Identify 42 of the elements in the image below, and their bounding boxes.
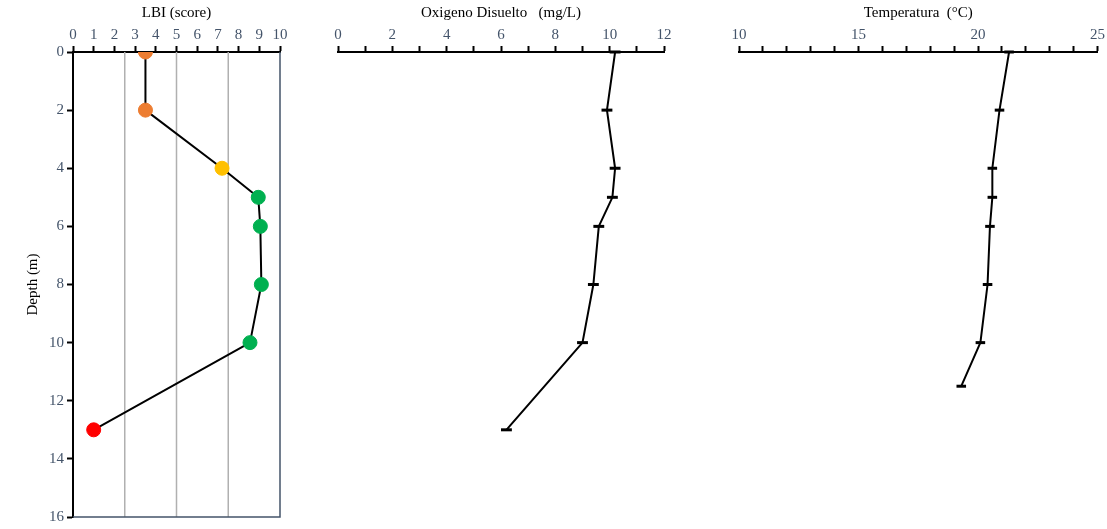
x-tick-label: 10 [602,25,618,42]
x-tick-label: 6 [497,25,506,42]
y-tick-label: 12 [49,391,64,408]
point [250,189,266,205]
point [242,335,258,351]
x-tick-label: 3 [131,25,139,42]
y-axis-title: Depth (m) [23,253,41,316]
x-tick-label: 8 [234,25,243,42]
y-tick-label: 6 [56,217,65,234]
point [252,218,268,234]
y-tick-label: 8 [56,275,64,292]
x-tick-label: 15 [851,25,866,42]
x-tick-label: 8 [551,25,560,42]
x-tick-label: 0 [69,25,77,42]
point [214,160,230,176]
x-tick-label: 2 [110,25,119,42]
x-tick-label: 5 [172,25,181,42]
x-tick-label: 2 [388,25,397,42]
x-tick-label: 0 [334,25,342,42]
x-tick-label: 9 [255,25,264,42]
x-tick-label: 10 [731,25,747,42]
y-tick-label: 2 [56,101,64,118]
y-tick-label: 14 [49,449,65,466]
y-tick-label: 0 [56,42,64,59]
x-tick-label: 10 [272,25,288,42]
y-tick-label: 4 [56,159,65,176]
x-axis-title: LBI (score) [141,3,212,21]
x-tick-label: 1 [89,25,98,42]
x-tick-label: 4 [152,25,161,42]
x-tick-label: 12 [656,25,672,42]
x-tick-label: 25 [1090,25,1105,42]
x-axis-title: Temperatura (°C) [863,3,973,21]
x-tick-label: 7 [214,25,223,42]
point [137,102,153,118]
point [253,277,269,292]
y-tick-label: 16 [49,507,65,524]
x-tick-label: 20 [970,25,986,42]
x-tick-label: 4 [442,25,451,42]
point [86,422,102,438]
x-tick-label: 6 [193,25,202,42]
y-tick-label: 10 [49,333,64,350]
x-axis-title: Oxigeno Disuelto (mg/L) [421,3,581,21]
